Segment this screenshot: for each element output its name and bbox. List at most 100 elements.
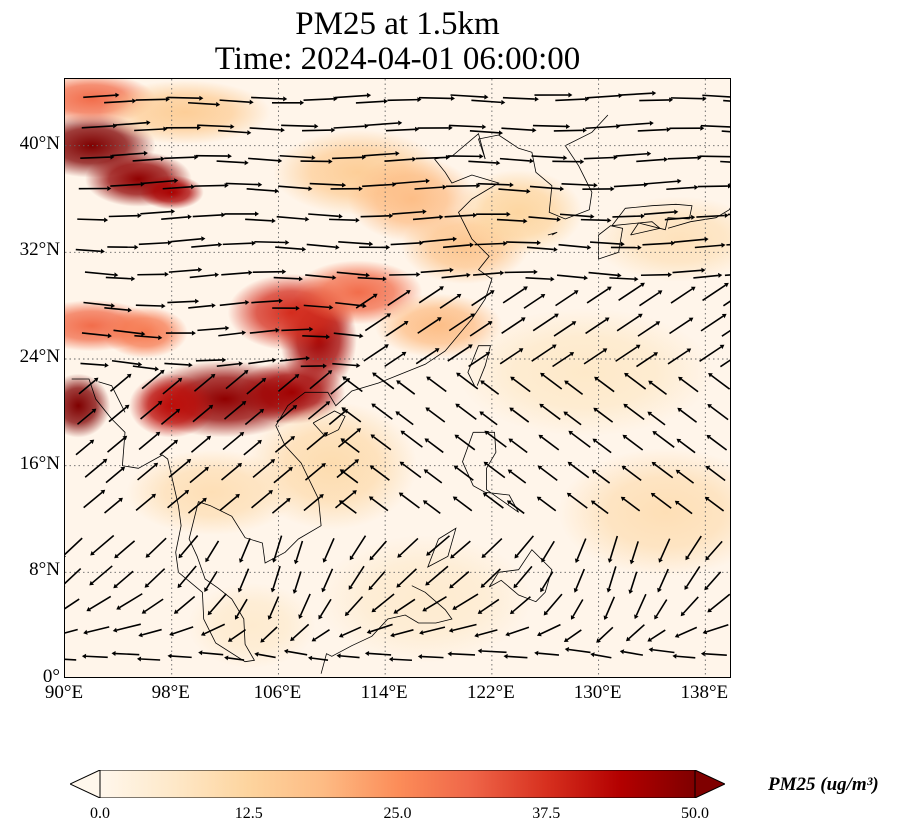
wind-arrow: [220, 462, 242, 481]
wind-arrow: [188, 303, 216, 309]
wind-arrow: [135, 96, 170, 102]
wind-arrow: [553, 321, 577, 337]
wind-arrow: [224, 211, 259, 217]
wind-arrow: [616, 313, 643, 332]
wind-arrow: [336, 653, 360, 659]
wind-arrow: [532, 124, 571, 129]
wind-arrow: [540, 372, 563, 390]
lon-tick-label: 122°E: [467, 682, 515, 703]
wind-arrow: [588, 271, 622, 278]
wind-arrow: [504, 269, 538, 275]
wind-arrow: [78, 377, 99, 395]
lat-tick-label: 16°N: [19, 452, 60, 474]
wind-arrow: [484, 430, 507, 448]
wind-arrow: [719, 359, 730, 368]
wind-arrow: [385, 126, 420, 132]
wind-arrow: [168, 267, 203, 273]
wind-arrow: [418, 95, 455, 101]
wind-arrow: [654, 599, 668, 620]
wind-arrow: [502, 286, 528, 304]
wind-arrow: [366, 623, 393, 635]
wind-arrow: [677, 407, 698, 423]
wind-arrow: [415, 154, 450, 160]
wind-arrow: [293, 540, 304, 565]
wind-arrow: [672, 653, 696, 659]
wind-arrow: [561, 182, 598, 188]
wind-arrow: [479, 411, 498, 426]
wind-arrow: [362, 182, 397, 188]
wind-arrow: [624, 372, 647, 390]
wind-arrow: [700, 313, 727, 332]
pm25-hotspot: [99, 80, 271, 145]
wind-arrow: [439, 293, 462, 309]
wind-arrow: [700, 124, 730, 128]
wind-arrow: [248, 157, 283, 164]
wind-arrow: [332, 362, 361, 368]
wind-arrow: [190, 435, 212, 453]
wind-arrow: [648, 380, 668, 396]
wind-arrow: [468, 160, 501, 166]
wind-arrow: [83, 92, 120, 99]
wind-arrow: [216, 361, 243, 367]
wind-arrow: [674, 626, 698, 638]
graticule: [65, 79, 730, 677]
wind-arrow: [414, 184, 447, 190]
wind-arrow: [670, 96, 707, 102]
wind-arrow: [476, 211, 511, 217]
wind-arrow: [197, 124, 235, 130]
wind-arrow: [249, 327, 280, 334]
wind-arrow: [418, 286, 444, 304]
wind-arrow: [680, 596, 699, 617]
wind-arrow: [563, 411, 582, 426]
coastline: [427, 527, 457, 568]
wind-arrow: [371, 403, 393, 420]
colorbar-label: PM25 (ug/m³): [768, 774, 879, 795]
wind-arrow: [534, 650, 560, 656]
wind-arrow: [302, 334, 331, 340]
wind-arrow: [246, 377, 267, 395]
wind-arrow: [559, 213, 595, 219]
wind-arrow: [510, 376, 531, 393]
wind-arrow: [365, 120, 403, 127]
colorbar-tick-label: 25.0: [383, 805, 412, 822]
wind-arrow: [273, 276, 303, 282]
wind-arrow: [193, 373, 216, 392]
wind-arrow: [613, 182, 648, 188]
wind-arrow: [111, 359, 143, 367]
wind-arrow: [640, 272, 672, 278]
wind-arrow: [194, 183, 229, 188]
wind-arrow: [76, 408, 97, 425]
wind-arrow: [422, 236, 457, 243]
wind-arrow: [300, 159, 333, 164]
wind-arrow: [387, 290, 411, 307]
wind-arrow: [355, 293, 378, 309]
wind-arrow: [564, 380, 584, 395]
wind-arrow: [676, 438, 696, 454]
wind-arrow: [621, 465, 642, 482]
wind-arrow: [502, 96, 539, 102]
wind-arrow: [244, 408, 265, 426]
wind-arrow: [637, 321, 661, 337]
wind-arrow: [469, 130, 503, 136]
wind-arrow: [239, 537, 251, 563]
pm25-hotspot: [129, 373, 215, 438]
wind-arrow: [553, 127, 587, 133]
wind-arrow: [300, 363, 327, 369]
wind-arrow: [344, 596, 364, 617]
colorbar-extend-min: [68, 769, 101, 799]
wind-arrow: [498, 188, 531, 194]
wind-arrow: [225, 182, 263, 188]
wind-arrow: [471, 99, 506, 105]
wind-arrow: [513, 565, 533, 589]
wind-arrow: [364, 651, 392, 656]
wind-arrow: [104, 98, 137, 104]
wind-arrow: [306, 243, 340, 250]
wind-arrow: [271, 497, 291, 514]
wind-arrow: [392, 209, 427, 215]
wind-arrow: [114, 540, 136, 559]
wind-arrow: [251, 490, 273, 509]
wind-arrow: [447, 344, 473, 362]
wind-arrow: [81, 332, 112, 339]
wind-arrow: [276, 215, 310, 222]
wind-arrow: [80, 154, 115, 160]
